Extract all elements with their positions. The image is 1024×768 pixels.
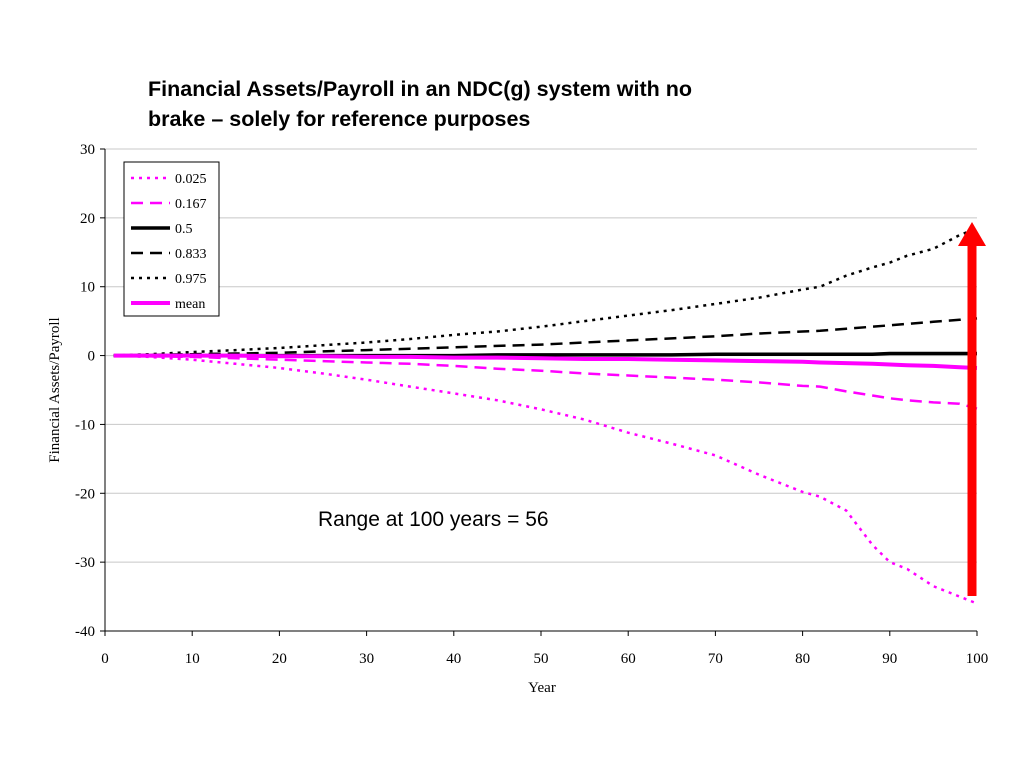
x-tick-label: 0 [101, 651, 109, 667]
legend-label: mean [175, 297, 205, 312]
legend-label: 0.5 [175, 222, 193, 237]
legend-label: 0.833 [175, 247, 207, 262]
legend: 0.025 0.167 0.5 0.833 0.975 mean [123, 161, 220, 317]
y-tick-label: 20 [80, 211, 95, 227]
legend-label: 0.167 [175, 197, 207, 212]
y-tick-label: -40 [75, 624, 95, 640]
chart-title-line-1: Financial Assets/Payroll in an NDC(g) sy… [148, 77, 692, 101]
x-tick-label: 30 [359, 651, 374, 667]
series-line-0-167 [113, 354, 978, 410]
x-tick-label: 40 [446, 651, 461, 667]
series-line-0-975 [113, 227, 978, 357]
x-tick-label: 70 [708, 651, 723, 667]
y-tick-label: -20 [75, 486, 95, 502]
y-axis-ticks: 30 20 10 0 -10 -20 -30 -40 [75, 142, 105, 640]
x-tick-label: 80 [795, 651, 810, 667]
y-tick-label: -30 [75, 555, 95, 571]
chart-title-line-2: brake – solely for reference purposes [148, 107, 531, 131]
y-axis-label: Financial Assets/Payroll [47, 317, 63, 462]
x-axis-ticks: 0 10 20 30 40 50 60 70 80 90 100 [101, 631, 988, 667]
range-annotation: Range at 100 years = 56 [318, 508, 549, 531]
legend-label: 0.975 [175, 272, 207, 287]
range-arrow [958, 222, 986, 596]
legend-label: 0.025 [175, 172, 207, 187]
series-lines [113, 227, 978, 605]
range-arrow-head [958, 222, 986, 246]
axes [104, 149, 977, 632]
x-tick-label: 50 [534, 651, 549, 667]
series-line-mean [113, 353, 978, 370]
x-tick-label: 20 [272, 651, 287, 667]
y-tick-label: 30 [80, 142, 95, 158]
series-line-0-025 [113, 354, 978, 605]
x-tick-label: 10 [185, 651, 200, 667]
x-tick-label: 90 [882, 651, 897, 667]
x-axis-label: Year [528, 680, 556, 696]
x-tick-label: 60 [621, 651, 636, 667]
y-tick-label: 10 [80, 280, 95, 296]
y-tick-label: 0 [88, 349, 96, 365]
series-line-0-833 [113, 317, 978, 357]
chart-title: Financial Assets/Payroll in an NDC(g) sy… [148, 74, 848, 134]
y-tick-label: -10 [75, 417, 95, 433]
x-tick-label: 100 [966, 651, 989, 667]
legend-box [123, 161, 220, 317]
